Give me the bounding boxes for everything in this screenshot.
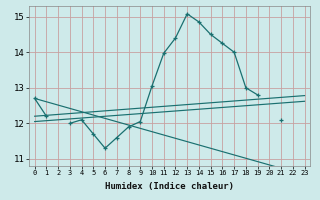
X-axis label: Humidex (Indice chaleur): Humidex (Indice chaleur)	[105, 182, 234, 191]
